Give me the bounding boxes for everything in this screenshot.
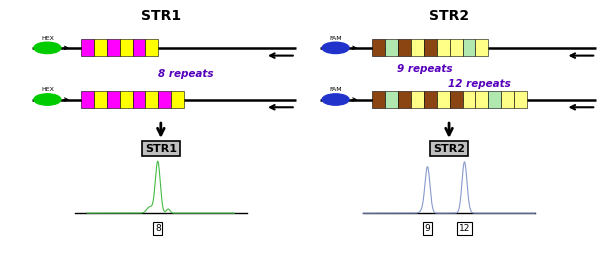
- Bar: [120, 91, 132, 108]
- Text: STR2: STR2: [433, 144, 465, 153]
- Bar: [145, 39, 158, 56]
- Bar: [437, 91, 450, 108]
- Circle shape: [34, 42, 61, 54]
- Bar: [81, 39, 94, 56]
- Bar: [411, 39, 424, 56]
- Text: FAM: FAM: [330, 87, 342, 92]
- Text: STR1: STR1: [141, 9, 181, 23]
- Bar: [398, 91, 411, 108]
- Bar: [171, 91, 184, 108]
- Text: STR2: STR2: [429, 9, 469, 23]
- Text: STR1: STR1: [145, 144, 177, 153]
- Text: 8 repeats: 8 repeats: [158, 69, 213, 79]
- Text: 8: 8: [155, 224, 161, 233]
- Text: FAM: FAM: [330, 36, 342, 41]
- Bar: [501, 91, 514, 108]
- Bar: [107, 39, 120, 56]
- Bar: [450, 91, 463, 108]
- Text: HEX: HEX: [41, 36, 54, 41]
- Bar: [94, 91, 107, 108]
- Bar: [373, 91, 385, 108]
- Text: HEX: HEX: [41, 87, 54, 92]
- Bar: [145, 91, 158, 108]
- Bar: [514, 91, 527, 108]
- Bar: [373, 39, 385, 56]
- Bar: [424, 91, 437, 108]
- Bar: [450, 39, 463, 56]
- Bar: [398, 39, 411, 56]
- Text: 9 repeats: 9 repeats: [397, 63, 452, 74]
- Bar: [411, 91, 424, 108]
- Bar: [476, 39, 488, 56]
- Circle shape: [34, 94, 61, 105]
- Bar: [132, 91, 145, 108]
- Circle shape: [322, 42, 349, 54]
- Bar: [385, 39, 398, 56]
- Text: 12 repeats: 12 repeats: [448, 79, 511, 89]
- Text: 12: 12: [459, 224, 470, 233]
- Bar: [488, 91, 501, 108]
- Bar: [94, 39, 107, 56]
- Bar: [385, 91, 398, 108]
- Bar: [463, 91, 476, 108]
- Circle shape: [322, 94, 349, 105]
- Bar: [132, 39, 145, 56]
- Bar: [120, 39, 132, 56]
- Bar: [158, 91, 171, 108]
- Text: 9: 9: [424, 224, 431, 233]
- Bar: [437, 39, 450, 56]
- Bar: [463, 39, 476, 56]
- Bar: [424, 39, 437, 56]
- Bar: [476, 91, 488, 108]
- Bar: [81, 91, 94, 108]
- Bar: [107, 91, 120, 108]
